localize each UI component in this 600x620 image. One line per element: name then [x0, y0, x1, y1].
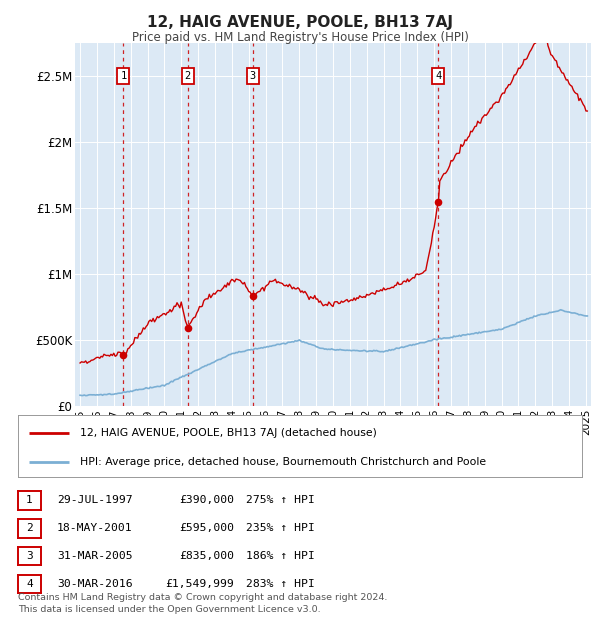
Text: 3: 3	[26, 551, 33, 561]
Text: 2: 2	[185, 71, 191, 81]
Text: 3: 3	[250, 71, 256, 81]
Text: 235% ↑ HPI: 235% ↑ HPI	[246, 523, 315, 533]
Text: 31-MAR-2005: 31-MAR-2005	[57, 551, 133, 561]
Text: Contains HM Land Registry data © Crown copyright and database right 2024.
This d: Contains HM Land Registry data © Crown c…	[18, 593, 388, 614]
Text: 29-JUL-1997: 29-JUL-1997	[57, 495, 133, 505]
Text: 186% ↑ HPI: 186% ↑ HPI	[246, 551, 315, 561]
Text: 1: 1	[26, 495, 33, 505]
Text: 4: 4	[435, 71, 442, 81]
Text: £835,000: £835,000	[179, 551, 234, 561]
Text: 283% ↑ HPI: 283% ↑ HPI	[246, 579, 315, 589]
Text: 12, HAIG AVENUE, POOLE, BH13 7AJ (detached house): 12, HAIG AVENUE, POOLE, BH13 7AJ (detach…	[80, 428, 377, 438]
Text: £390,000: £390,000	[179, 495, 234, 505]
Text: 275% ↑ HPI: 275% ↑ HPI	[246, 495, 315, 505]
Text: 1: 1	[120, 71, 127, 81]
Text: Price paid vs. HM Land Registry's House Price Index (HPI): Price paid vs. HM Land Registry's House …	[131, 31, 469, 44]
Text: 18-MAY-2001: 18-MAY-2001	[57, 523, 133, 533]
Text: HPI: Average price, detached house, Bournemouth Christchurch and Poole: HPI: Average price, detached house, Bour…	[80, 457, 486, 467]
Text: 12, HAIG AVENUE, POOLE, BH13 7AJ: 12, HAIG AVENUE, POOLE, BH13 7AJ	[147, 16, 453, 30]
Text: £1,549,999: £1,549,999	[165, 579, 234, 589]
Text: 4: 4	[26, 579, 33, 589]
Text: 2: 2	[26, 523, 33, 533]
Text: 30-MAR-2016: 30-MAR-2016	[57, 579, 133, 589]
Text: £595,000: £595,000	[179, 523, 234, 533]
